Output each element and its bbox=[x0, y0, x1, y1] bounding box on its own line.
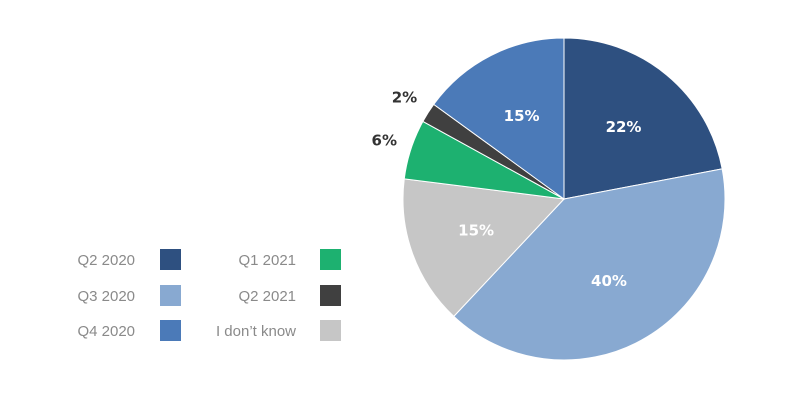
slice-label-q3-2020: 40% bbox=[591, 272, 627, 290]
legend-swatch-q4-2020 bbox=[160, 320, 181, 341]
legend-swatch-q2-2021 bbox=[320, 285, 341, 306]
legend-label-q4-2020: Q4 2020 bbox=[77, 323, 135, 340]
legend-label-q1-2021: Q1 2021 bbox=[238, 252, 296, 269]
legend-label-q2-2021: Q2 2021 bbox=[238, 288, 296, 305]
pie-slice-q4-2020 bbox=[433, 37, 565, 200]
slice-label-q2-2020: 22% bbox=[606, 118, 642, 136]
legend: Q2 2020 Q3 2020 Q4 2020 Q1 2021 Q2 2021 I don… bbox=[77, 249, 341, 341]
legend-label-q3-2020: Q3 2020 bbox=[77, 288, 135, 305]
pie-slices bbox=[402, 37, 726, 361]
slice-label-q2-2021: 2% bbox=[392, 89, 417, 107]
legend-swatch-q3-2020 bbox=[160, 285, 181, 306]
legend-label-i-don-t-know: I don’t know bbox=[216, 323, 296, 340]
pie-slice-q3-2020 bbox=[453, 168, 726, 361]
slice-label-q1-2021: 6% bbox=[372, 132, 397, 150]
legend-swatch-q2-2020 bbox=[160, 249, 181, 270]
pie-slice-q2-2020 bbox=[563, 37, 723, 200]
legend-swatch-q1-2021 bbox=[320, 249, 341, 270]
pie-slice-i-don-t-know bbox=[402, 178, 566, 318]
slice-label-i-don-t-know: 15% bbox=[458, 222, 494, 240]
legend-label-q2-2020: Q2 2020 bbox=[77, 252, 135, 269]
slice-label-q4-2020: 15% bbox=[504, 107, 540, 125]
pie-slice-labels: 22% 40% 15% 6% 2% 15% bbox=[372, 89, 642, 290]
legend-swatch-i-don-t-know bbox=[320, 320, 341, 341]
